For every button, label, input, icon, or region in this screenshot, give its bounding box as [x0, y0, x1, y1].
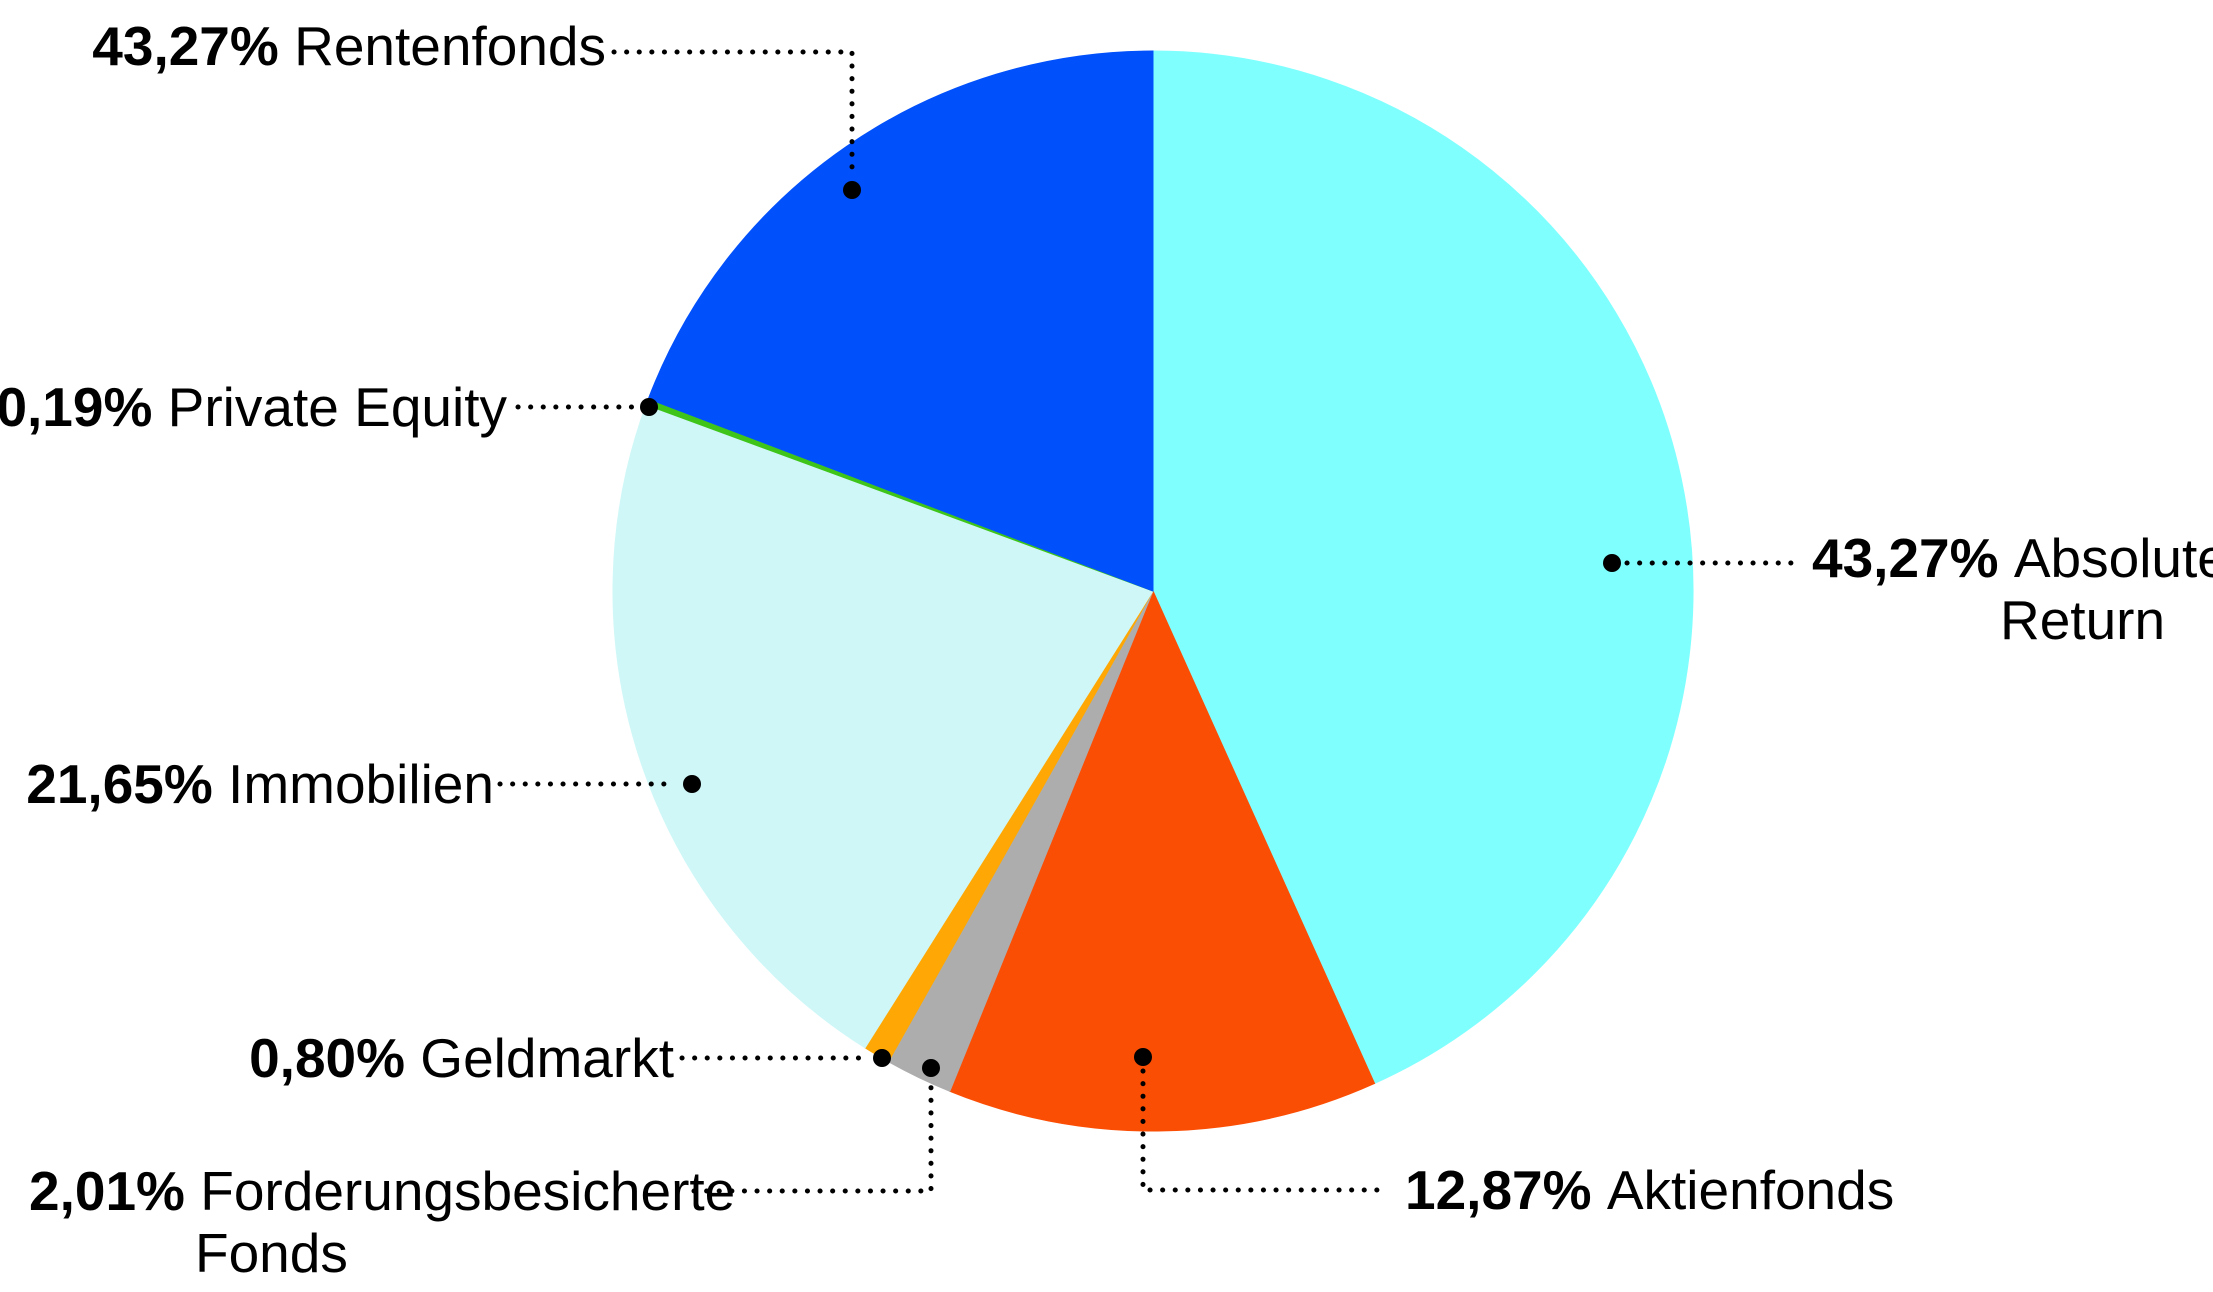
- callout-value-geldmarkt: 0,80%: [249, 1027, 406, 1089]
- callout-name-geldmarkt: Geldmarkt: [405, 1027, 674, 1089]
- callout-dot-geldmarkt: [873, 1049, 891, 1067]
- callout-name-rentenfonds: Rentenfonds: [278, 15, 606, 77]
- pie-slice-absolute-return: [1152, 50, 1694, 1085]
- callout-value-absolute-return: 43,27%: [1812, 527, 1999, 589]
- callout-dot-forderungsbesicherte-fonds: [922, 1059, 940, 1077]
- callout-name-aktienfonds: Aktienfonds: [1591, 1159, 1895, 1221]
- callout-label-immobilien: 21,65% Immobilien: [26, 753, 494, 815]
- callout-dot-rentenfonds: [843, 181, 861, 199]
- callout-name-absolute-return: Absolute: [1998, 527, 2213, 589]
- callout-label-aktienfonds: 12,87% Aktienfonds: [1405, 1159, 1894, 1221]
- callout-value-private-equity: 0,19%: [0, 376, 153, 438]
- callout-name2-forderungsbesicherte-fonds: Fonds: [195, 1222, 348, 1284]
- callout-dots-group: [640, 181, 1621, 1077]
- callout-line-rentenfonds: [611, 49, 855, 180]
- callout-dot-absolute-return: [1603, 554, 1621, 572]
- callout-label-rentenfonds: 43,27% Rentenfonds: [92, 15, 606, 77]
- callout-label-forderungsbesicherte-fonds: 2,01% Forderungsbesicherte Fonds: [29, 1160, 735, 1284]
- callout-label-absolute-return: 43,27% Absolute Return: [1812, 527, 2213, 651]
- callout-value-aktienfonds: 12,87%: [1405, 1159, 1592, 1221]
- callout-dot-aktienfonds: [1134, 1048, 1152, 1066]
- callout-name-forderungsbesicherte-fonds: Forderungsbesicherte: [184, 1160, 736, 1222]
- callout-name2-absolute-return: Return: [2000, 589, 2166, 651]
- callout-value-forderungsbesicherte-fonds: 2,01%: [29, 1160, 185, 1222]
- callout-label-geldmarkt: 0,80% Geldmarkt: [249, 1027, 674, 1089]
- callout-line-forderungsbesicherte-fonds: [691, 1079, 934, 1194]
- pie-slice-rentenfonds: [647, 50, 1154, 592]
- pie-slices-group: [612, 50, 1694, 1132]
- callout-dot-immobilien: [683, 775, 701, 793]
- callout-value-immobilien: 21,65%: [26, 753, 213, 815]
- callout-connectors-group: [497, 49, 1798, 1194]
- callout-name-immobilien: Immobilien: [212, 753, 494, 815]
- callout-value-rentenfonds: 43,27%: [92, 15, 279, 77]
- callout-name-private-equity: Private Equity: [152, 376, 507, 438]
- pie-slice-immobilien: [612, 404, 1154, 1049]
- callout-label-private-equity: 0,19% Private Equity: [0, 376, 507, 438]
- callout-dot-private-equity: [640, 398, 658, 416]
- callout-line-aktienfonds: [1140, 1068, 1388, 1193]
- pie-slice-aktienfonds: [949, 589, 1376, 1132]
